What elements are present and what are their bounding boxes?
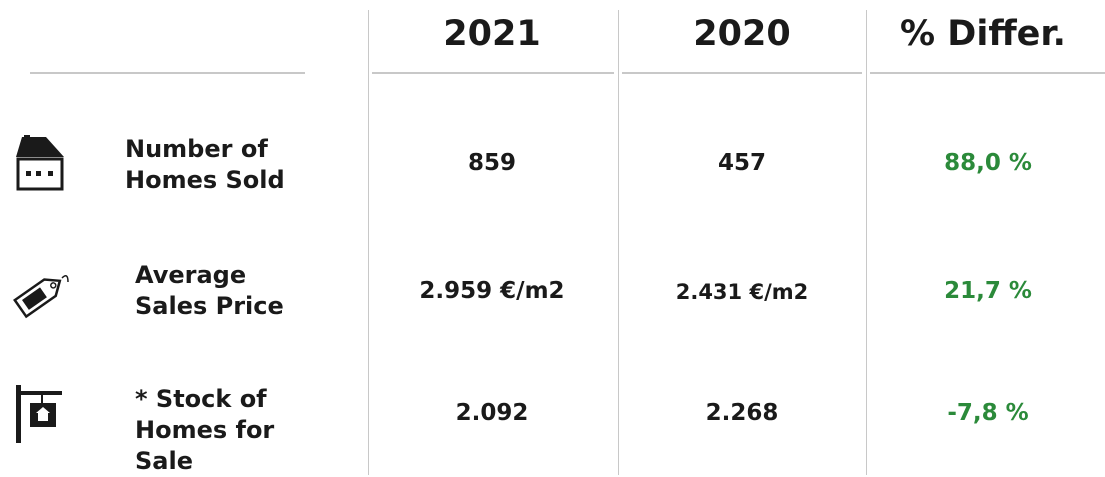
column-header: % Differ.: [900, 14, 1066, 54]
house-icon: [16, 135, 64, 191]
cell: 21,7 %: [944, 278, 1032, 304]
column-header: 2021: [443, 14, 541, 54]
divider: [866, 10, 867, 475]
row-label: * Stock of Homes for Sale: [135, 385, 275, 475]
divider: [618, 10, 619, 475]
cell: 2.092: [455, 400, 529, 426]
cell: 88,0 %: [944, 150, 1032, 176]
cell: 2.431 €/m2: [675, 280, 809, 304]
rule: [622, 72, 862, 74]
rule: [30, 72, 305, 74]
divider: [368, 10, 369, 475]
row-label: Number of Homes Sold: [125, 135, 285, 194]
column-header: 2020: [693, 14, 791, 54]
price-tag-icon: [13, 275, 69, 319]
for-sale-sign-icon: [16, 385, 62, 443]
cell: 2.268: [705, 400, 779, 426]
cell: 457: [717, 150, 766, 176]
cell: 2.959 €/m2: [419, 278, 565, 304]
cell: 859: [467, 150, 516, 176]
rule: [870, 72, 1105, 74]
row-label: Average Sales Price: [135, 261, 284, 320]
cell: -7,8 %: [947, 400, 1029, 426]
rule: [372, 72, 614, 74]
